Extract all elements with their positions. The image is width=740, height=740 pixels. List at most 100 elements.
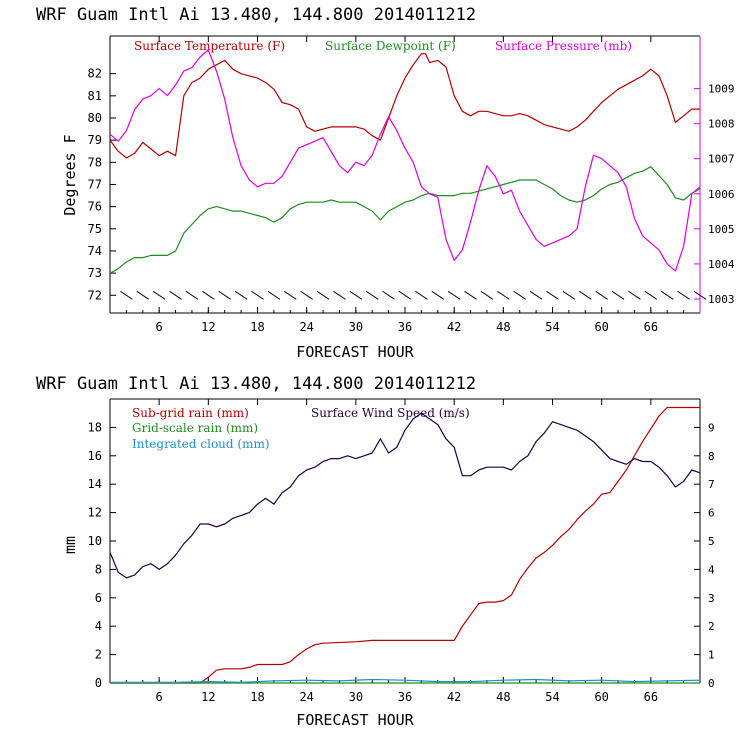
y2-tick-label: 1008	[708, 118, 735, 131]
y-axis-label: Degrees F	[61, 134, 79, 215]
y2-tick-label: 9	[708, 421, 715, 434]
wind-barb	[365, 290, 379, 300]
y-tick-label: 4	[95, 619, 102, 633]
wind-barb	[333, 290, 346, 300]
x-tick-label: 30	[349, 690, 363, 704]
x-tick-label: 24	[299, 690, 313, 704]
x-tick-label: 54	[545, 690, 559, 704]
wind-barb	[480, 290, 494, 300]
wind-barb	[136, 290, 150, 300]
y2-tick-label: 1009	[708, 83, 735, 96]
x-tick-label: 24	[299, 320, 313, 334]
wind-barb	[382, 290, 395, 300]
y-tick-label: 81	[88, 89, 102, 103]
y-tick-label: 77	[88, 177, 102, 191]
wind-barb	[693, 290, 707, 300]
series-line-surface-pressure-mb	[109, 49, 701, 272]
x-axis-label: FORECAST HOUR	[296, 343, 414, 361]
y-tick-label: 82	[88, 67, 102, 81]
y2-tick-label: 1005	[708, 223, 735, 236]
y-tick-label: 0	[95, 676, 102, 690]
legend-entry: Surface Pressure (mb)	[495, 39, 632, 53]
y2-tick-label: 4	[708, 563, 715, 576]
wind-barb	[562, 290, 576, 300]
y-tick-label: 75	[88, 222, 102, 236]
x-tick-label: 36	[398, 320, 412, 334]
wind-barb	[284, 290, 297, 300]
x-tick-label: 18	[250, 320, 264, 334]
y-tick-label: 76	[88, 200, 102, 214]
wind-barb	[415, 290, 428, 300]
wind-barb	[546, 290, 559, 300]
x-tick-label: 12	[201, 320, 215, 334]
x-tick-label: 60	[594, 690, 608, 704]
wind-barb	[398, 290, 412, 300]
x-tick-label: 6	[156, 320, 163, 334]
y-tick-label: 12	[88, 506, 102, 520]
series-line-surface-wind-speed-m-s	[109, 412, 701, 579]
x-tick-label: 6	[156, 690, 163, 704]
y2-tick-label: 1	[708, 649, 715, 662]
x-tick-label: 42	[447, 320, 461, 334]
x-tick-label: 66	[644, 320, 658, 334]
y-tick-label: 8	[95, 562, 102, 576]
legend-entry: Surface Wind Speed (m/s)	[311, 406, 470, 420]
legend-entry: Grid-scale rain (mm)	[132, 421, 258, 435]
x-tick-label: 36	[398, 690, 412, 704]
y2-tick-label: 6	[708, 507, 715, 520]
wind-barb	[579, 290, 592, 300]
x-tick-label: 18	[250, 690, 264, 704]
wind-barb	[529, 290, 543, 300]
chart-title: WRF Guam Intl Ai 13.480, 144.800 2014011…	[36, 374, 476, 394]
wind-barb	[464, 290, 477, 300]
wind-barb	[300, 290, 313, 300]
y-tick-label: 74	[88, 244, 102, 258]
wind-barb	[152, 290, 166, 300]
wind-barb	[611, 290, 625, 300]
x-axis-label: FORECAST HOUR	[296, 711, 414, 729]
wind-barb	[677, 290, 690, 300]
y-tick-label: 14	[88, 477, 102, 491]
wind-barb	[251, 290, 264, 300]
wind-barb	[218, 290, 231, 300]
series-line-surface-dewpoint-f	[109, 166, 701, 274]
wind-barb	[431, 290, 445, 300]
y-axis-label: mm	[61, 536, 79, 554]
x-tick-label: 48	[496, 690, 510, 704]
y2-tick-label: 0	[708, 677, 715, 690]
wind-barb	[628, 290, 641, 300]
wind-barb	[447, 290, 461, 300]
y2-tick-label: 7	[708, 478, 715, 491]
y-tick-label: 80	[88, 111, 102, 125]
y2-tick-label: 2	[708, 620, 715, 633]
y-tick-label: 72	[88, 288, 102, 302]
wind-barb	[234, 290, 248, 300]
wind-barb	[185, 290, 199, 300]
series-line-surface-temperature-f	[109, 53, 700, 159]
legend-entry: Surface Temperature (F)	[134, 39, 285, 53]
wind-barb	[595, 290, 608, 300]
y2-tick-label: 3	[708, 592, 715, 605]
y2-tick-label: 5	[708, 535, 715, 548]
y2-tick-label: 1007	[708, 153, 735, 166]
chart-panel-1: WRF Guam Intl Ai 13.480, 144.800 2014011…	[36, 5, 735, 361]
y2-tick-label: 1004	[708, 258, 735, 271]
wind-barb	[202, 290, 215, 300]
x-tick-label: 66	[644, 690, 658, 704]
y-tick-label: 18	[88, 420, 102, 434]
y-tick-label: 10	[88, 534, 102, 548]
wind-barb	[169, 290, 182, 300]
x-tick-label: 12	[201, 690, 215, 704]
legend-entry: Integrated cloud (mm)	[132, 437, 270, 451]
wind-barb	[644, 290, 658, 300]
chart-panel-2: WRF Guam Intl Ai 13.480, 144.800 2014011…	[36, 374, 715, 729]
series-line-integrated-cloud-mm	[110, 678, 701, 683]
series-line-sub-grid-rain-mm	[110, 406, 700, 684]
chart-title: WRF Guam Intl Ai 13.480, 144.800 2014011…	[36, 5, 476, 25]
y2-tick-label: 1003	[708, 293, 735, 306]
y2-tick-label: 1006	[708, 188, 735, 201]
y-tick-label: 2	[95, 648, 102, 662]
x-tick-label: 30	[349, 320, 363, 334]
x-tick-label: 42	[447, 690, 461, 704]
x-tick-label: 60	[594, 320, 608, 334]
